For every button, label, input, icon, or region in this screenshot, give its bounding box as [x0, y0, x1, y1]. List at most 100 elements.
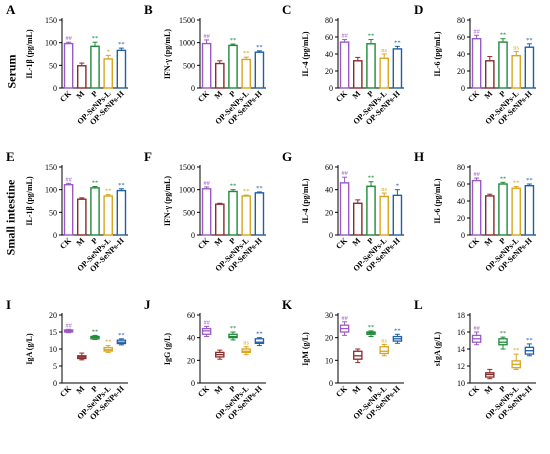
- x-tick-label-i-0: CK: [58, 384, 73, 399]
- sig-mark-k-3: ns: [381, 337, 387, 344]
- bar-f-4: [254, 192, 265, 236]
- sig-mark-e-4: **: [118, 182, 125, 189]
- x-tick-label-c-2: P: [366, 89, 376, 99]
- bar-c-0: [339, 41, 350, 89]
- y-tick-label-k: 30: [325, 311, 333, 320]
- bar-g-1: [353, 202, 363, 236]
- bar-d-3: [511, 55, 521, 89]
- panel-letter-b: B: [144, 2, 153, 17]
- y-label-l: sIgA (g/L): [433, 331, 442, 366]
- bar-e-2: [90, 187, 100, 236]
- x-tick-label-f-0: CK: [196, 236, 211, 251]
- sig-mark-k-4: **: [394, 327, 401, 334]
- bar-c-1: [353, 60, 363, 89]
- y-tick-label-j: 0: [191, 379, 195, 388]
- sig-mark-a-4: **: [118, 41, 125, 48]
- x-tick-label-a-0: CK: [58, 89, 73, 104]
- bar-d-0: [471, 38, 482, 89]
- bar-f-3: [241, 195, 251, 236]
- y-label-b: IFN-γ (pg/mL): [163, 29, 172, 80]
- y-tick-label-g: 20: [325, 208, 333, 217]
- x-tick-label-k-1: M: [351, 384, 363, 396]
- bar-b-2: [228, 44, 238, 89]
- bar-e-3: [103, 195, 113, 236]
- x-tick-label-j-0: CK: [196, 384, 211, 399]
- y-tick-label-d: 40: [457, 50, 465, 59]
- x-tick-label-k-2: P: [366, 384, 376, 394]
- sig-mark-g-0: ##: [341, 170, 348, 177]
- x-tick-label-g-2: P: [366, 236, 376, 246]
- y-tick-label-d: 60: [457, 33, 465, 42]
- y-tick-label-g: 40: [325, 186, 333, 195]
- panel-letter-f: F: [144, 149, 152, 164]
- bar-c-3: [379, 57, 389, 89]
- y-tick-label-c: 60: [325, 33, 333, 42]
- panel-letter-e: E: [6, 149, 15, 164]
- y-tick-label-e: 0: [53, 231, 57, 240]
- y-tick-label-h: 40: [457, 197, 465, 206]
- sig-mark-a-3: *: [107, 48, 110, 55]
- sig-mark-c-0: ##: [341, 33, 348, 40]
- panel-letter-g: G: [282, 149, 292, 164]
- box-j-4: [254, 338, 265, 344]
- panel-letter-k: K: [282, 297, 293, 312]
- y-tick-label-i: 10: [49, 345, 57, 354]
- bar-h-1: [485, 195, 495, 236]
- y-tick-label-c: 20: [325, 67, 333, 76]
- sig-mark-c-4: **: [394, 39, 401, 46]
- sig-mark-i-0: ##: [65, 322, 72, 329]
- y-tick-label-i: 20: [49, 311, 57, 320]
- sig-mark-l-4: **: [526, 337, 533, 344]
- y-tick-label-e: 150: [45, 163, 57, 172]
- y-tick-label-k: 0: [329, 379, 333, 388]
- x-tick-label-b-1: M: [213, 89, 225, 101]
- bar-d-1: [485, 60, 495, 89]
- x-tick-label-g-0: CK: [334, 236, 349, 251]
- y-tick-label-i: 5: [53, 362, 57, 371]
- y-tick-label-l: 18: [457, 311, 465, 320]
- sig-mark-e-2: **: [92, 179, 99, 186]
- sig-mark-a-0: ##: [65, 35, 72, 42]
- y-tick-label-c: 40: [325, 50, 333, 59]
- y-label-j: IgG (g/L): [163, 333, 172, 366]
- x-tick-label-b-0: CK: [196, 89, 211, 104]
- bar-h-2: [498, 183, 508, 236]
- y-tick-label-f: 1000: [179, 186, 195, 195]
- y-tick-label-h: 80: [457, 163, 465, 172]
- x-tick-label-a-2: P: [90, 89, 100, 99]
- y-tick-label-a: 0: [53, 84, 57, 93]
- bar-a-0: [63, 42, 74, 89]
- sig-mark-j-0: ##: [203, 319, 210, 326]
- y-tick-label-l: 12: [457, 362, 465, 371]
- y-tick-label-l: 16: [457, 328, 465, 337]
- bar-e-1: [77, 198, 87, 236]
- bar-c-2: [366, 43, 376, 89]
- x-tick-label-f-1: M: [213, 236, 225, 248]
- y-tick-label-f: 0: [191, 231, 195, 240]
- y-tick-label-h: 0: [461, 231, 465, 240]
- y-tick-label-b: 1000: [179, 39, 195, 48]
- bar-b-4: [254, 51, 265, 89]
- x-tick-label-j-1: M: [213, 384, 225, 396]
- y-tick-label-c: 80: [325, 16, 333, 25]
- y-tick-label-a: 50: [49, 61, 57, 70]
- y-tick-label-k: 20: [325, 334, 333, 343]
- sig-mark-b-2: **: [230, 37, 237, 44]
- panel-letter-a: A: [6, 2, 16, 17]
- y-label-a: IL-1β (pg/mL): [25, 29, 34, 79]
- x-tick-label-d-0: CK: [466, 89, 481, 104]
- x-tick-label-e-1: M: [75, 236, 87, 248]
- panel-letter-l: L: [414, 297, 423, 312]
- y-tick-label-b: 500: [183, 61, 195, 70]
- bar-b-3: [241, 58, 251, 89]
- bar-h-0: [471, 179, 482, 236]
- y-tick-label-l: 10: [457, 379, 465, 388]
- x-tick-label-c-0: CK: [334, 89, 349, 104]
